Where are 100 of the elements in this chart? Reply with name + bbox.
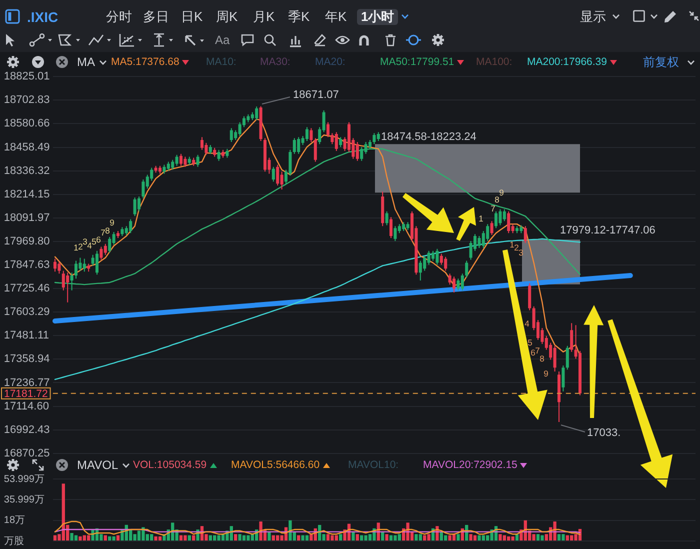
- y-tick-label: 18458.49: [4, 141, 50, 154]
- y-tick-label: 16870.25: [4, 447, 50, 460]
- bar: [418, 534, 422, 540]
- bar: [385, 534, 388, 540]
- y-tick-label: 53.999万: [4, 474, 44, 485]
- bar: [511, 536, 514, 540]
- bar: [104, 535, 107, 540]
- bar: [158, 536, 162, 540]
- text: MA30:: [260, 55, 290, 69]
- y-tick-label: 18825.01: [4, 70, 50, 83]
- annotation: 7: [535, 345, 540, 356]
- bar: [276, 535, 280, 540]
- annotation: 6: [96, 234, 102, 244]
- bar: [352, 532, 355, 540]
- bar: [339, 534, 342, 540]
- annotation: 7: [490, 203, 496, 214]
- annotation: 5: [528, 337, 533, 348]
- bar: [70, 532, 74, 540]
- y-tick-label: 万股: [4, 536, 24, 547]
- annotation: 2: [78, 241, 84, 252]
- bar: [394, 535, 397, 540]
- bar: [150, 534, 154, 540]
- y-tick-label: 35.999万: [4, 494, 44, 506]
- y-tick-label: 17481.11: [4, 330, 49, 342]
- text: 周K: [216, 8, 238, 24]
- annotation: 4: [524, 318, 530, 328]
- bar: [540, 535, 544, 540]
- text: 季K: [288, 8, 310, 24]
- annotation: 2: [514, 242, 520, 252]
- bar: [334, 535, 338, 540]
- bar: [326, 534, 330, 540]
- chart-title: .IXIC: [27, 8, 58, 24]
- text: MA5:17376.68: [111, 55, 180, 69]
- bar: [192, 535, 196, 540]
- bar: [112, 536, 116, 540]
- ref-line-label: 17181.72: [4, 388, 48, 400]
- bar: [62, 484, 65, 540]
- bar: [456, 534, 460, 540]
- bar: [74, 535, 78, 540]
- text: MA50:17799.51: [380, 55, 454, 69]
- y-tick-label: 18702.83: [4, 94, 50, 106]
- bar: [217, 535, 220, 540]
- bar: [473, 535, 477, 540]
- bar: [356, 534, 359, 540]
- text: 月K: [253, 8, 275, 24]
- y-tick-label: 17725.46: [4, 282, 50, 295]
- bar: [570, 535, 574, 540]
- bar: [330, 535, 334, 540]
- text: 分时: [106, 8, 132, 24]
- annotation: 3: [518, 247, 524, 258]
- bar: [82, 535, 86, 540]
- bar: [242, 535, 246, 540]
- bar: [507, 536, 510, 540]
- annotation: 4: [87, 240, 92, 250]
- text: 日K: [181, 8, 203, 24]
- bar: [532, 534, 536, 540]
- band-label: 17979.12-17747.06: [560, 224, 656, 237]
- bar: [423, 535, 426, 540]
- y-tick-label: 17236.77: [4, 376, 50, 389]
- bar: [213, 535, 216, 540]
- bar: [427, 534, 430, 540]
- bar: [142, 527, 145, 540]
- y-tick-label: 17847.63: [4, 259, 50, 272]
- text: 1小时: [357, 8, 398, 24]
- text: 前复权: [643, 55, 679, 69]
- annotation: 8: [105, 225, 110, 236]
- text: 多日: [143, 8, 169, 24]
- text: MA200:17966.39: [527, 55, 607, 69]
- bar: [448, 535, 452, 540]
- annotation: 6: [530, 347, 536, 358]
- bar: [301, 535, 304, 540]
- text: MAVOL10:: [348, 458, 399, 472]
- text: MA100:: [476, 55, 512, 69]
- bar: [116, 535, 120, 540]
- bar: [108, 536, 112, 540]
- annotation: 5: [92, 236, 97, 246]
- bar: [364, 535, 368, 540]
- legend-label: VOL:105034.59: [133, 458, 207, 472]
- bar: [179, 535, 183, 540]
- bar: [502, 535, 506, 540]
- bar: [246, 535, 250, 540]
- bar: [469, 534, 472, 540]
- bar: [478, 535, 481, 540]
- y-tick-label: 17969.80: [4, 235, 50, 248]
- bar: [389, 535, 393, 540]
- legend-label: MAVOL20:72902.15: [423, 458, 518, 472]
- y-tick-label: 18580.66: [4, 118, 50, 130]
- text: MA: [77, 55, 95, 69]
- bar: [414, 534, 418, 540]
- text: Aa: [215, 33, 230, 47]
- bar: [566, 535, 569, 540]
- bar: [208, 535, 212, 540]
- annotation: 1: [74, 242, 79, 252]
- y-tick-label: 17603.29: [4, 306, 50, 318]
- bar: [154, 536, 158, 540]
- text: MAVOL: [77, 458, 118, 472]
- y-tick-label: 18214.15: [4, 188, 50, 200]
- bar: [184, 535, 187, 540]
- bar: [133, 534, 136, 540]
- bar: [398, 534, 401, 540]
